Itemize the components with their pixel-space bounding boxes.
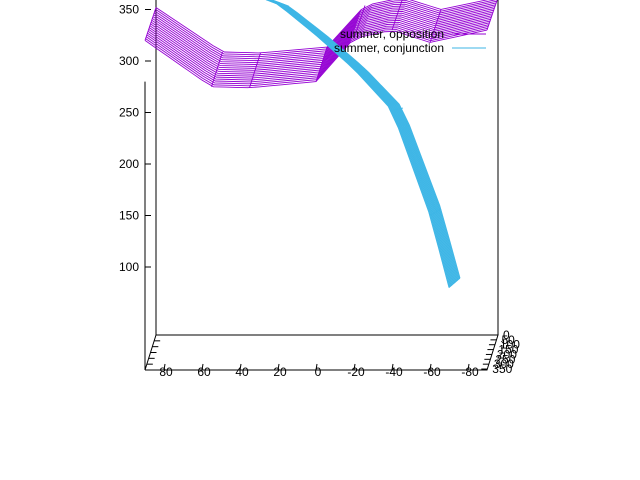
- surface-line: [353, 68, 366, 70]
- y-tick-label: 350: [492, 362, 512, 376]
- z-tick-label: 200: [119, 157, 139, 171]
- surface-line: [277, 3, 290, 7]
- surface-opposition: [144, 0, 498, 89]
- y-tick-label: 300: [494, 357, 514, 371]
- z-tick-label: 300: [119, 54, 139, 68]
- surfaces: [144, 0, 498, 288]
- x-tick: [239, 363, 242, 371]
- z-tick-label: 100: [119, 260, 139, 274]
- y-tick-label: 250: [495, 352, 515, 366]
- y-tick-label: 0: [503, 328, 510, 342]
- x-tick: [467, 363, 470, 371]
- x-tick: [315, 363, 318, 371]
- y-tick-label: 100: [500, 338, 520, 352]
- x-tick: [163, 363, 166, 371]
- surface-line: [429, 9, 442, 43]
- x-tick: [391, 363, 394, 371]
- surface-line: [429, 208, 442, 216]
- surface-line: [486, 0, 498, 31]
- y-tick-label: 200: [497, 347, 517, 361]
- x-tick: [201, 363, 204, 371]
- x-tick-label: -60: [423, 365, 441, 379]
- surface-line: [315, 34, 328, 37]
- x-tick-label: 40: [235, 365, 249, 379]
- x-tick-label: 20: [273, 365, 287, 379]
- y-tick-label: 150: [498, 343, 518, 357]
- surface-line: [144, 7, 157, 41]
- x-tick-label: -20: [347, 365, 365, 379]
- y-tick-label: 50: [501, 333, 515, 347]
- surface-line: [249, 52, 261, 88]
- x-tick: [429, 363, 432, 371]
- x-tick-label: 80: [159, 365, 173, 379]
- base-box: [144, 0, 499, 371]
- x-axis: 80 60 40 20 0 -20 -40 -60 -80: [145, 334, 479, 379]
- z-axis: 100 150 200 250 300 350: [119, 3, 151, 274]
- surface-line: [315, 46, 328, 82]
- legend-label: summer, conjunction: [334, 41, 444, 55]
- x-tick-label: 60: [197, 365, 211, 379]
- surface-line: [271, 0, 461, 279]
- x-tick-label: -40: [385, 365, 403, 379]
- x-tick-label: -80: [461, 365, 479, 379]
- x-tick-label: 0: [315, 365, 322, 379]
- surface-line: [353, 5, 366, 39]
- surface-line: [391, 107, 404, 111]
- surface-line: [448, 277, 461, 288]
- z-tick-label: 250: [119, 106, 139, 120]
- x-tick: [277, 363, 280, 371]
- surface-line: [211, 51, 223, 87]
- surface-line: [391, 0, 403, 31]
- z-tick-label: 150: [119, 209, 139, 223]
- z-tick-label: 350: [119, 3, 139, 17]
- x-tick: [353, 363, 356, 371]
- legend-label: summer, opposition: [340, 27, 444, 41]
- surface-conjunction: [265, 0, 461, 288]
